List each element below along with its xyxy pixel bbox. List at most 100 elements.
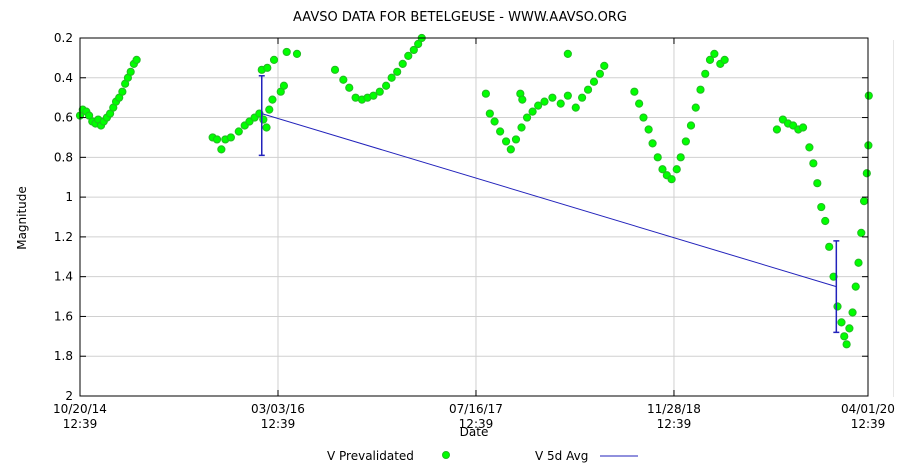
data-point (330, 65, 340, 74)
data-point (805, 143, 814, 152)
data-point (571, 103, 580, 112)
y-tick-label: 0.6 (54, 111, 73, 125)
data-point (234, 127, 243, 136)
data-point (404, 51, 413, 61)
data-point (339, 75, 348, 84)
x-tick-label-date: 03/03/16 (251, 402, 305, 416)
data-point (667, 175, 676, 184)
data-point (409, 45, 418, 55)
data-point (681, 137, 690, 146)
data-point (630, 87, 639, 96)
data-point (658, 165, 667, 174)
data-point (217, 145, 226, 154)
data-point (701, 69, 710, 78)
chart-title: AAVSO DATA FOR BETELGEUSE - WWW.AAVSO.OR… (293, 10, 627, 25)
data-point (859, 196, 869, 206)
data-point (809, 159, 818, 168)
data-point (845, 324, 854, 333)
x-axis-label: Date (460, 425, 489, 439)
data-point (263, 63, 272, 72)
data-point (556, 99, 565, 108)
data-point (517, 123, 526, 132)
data-point (705, 55, 715, 64)
y-tick-label: 1.4 (54, 270, 73, 284)
data-point (282, 47, 291, 57)
data-point (686, 121, 696, 130)
y-tick-label: 0.4 (54, 71, 73, 85)
data-point (595, 69, 605, 78)
data-point (387, 73, 396, 82)
x-tick-label-time: 12:39 (851, 417, 886, 431)
data-point (864, 91, 873, 100)
data-point (851, 282, 860, 291)
data-point (635, 99, 644, 108)
plot-frame (79, 37, 869, 397)
data-point (481, 89, 490, 98)
data-point (522, 113, 532, 122)
right-edge-rule (893, 40, 894, 397)
data-point (118, 87, 127, 96)
data-point (528, 107, 537, 116)
data-point (269, 55, 279, 64)
data-point (292, 49, 302, 59)
data-point (369, 91, 378, 100)
y-axis-label: Magnitude (15, 186, 29, 250)
y-tick-label: 0.8 (54, 150, 73, 164)
x-tick-label-time: 12:39 (459, 417, 494, 431)
x-tick-label-date: 04/01/20 (841, 402, 895, 416)
data-point (126, 67, 135, 76)
y-tick-label: 1 (65, 190, 73, 204)
data-point (212, 135, 222, 144)
legend-label-avg: V 5d Avg (535, 449, 588, 463)
legend-marker-prevalidated (442, 451, 450, 459)
data-point (265, 105, 274, 114)
data-point (414, 39, 423, 49)
data-point (720, 55, 729, 64)
data-point (534, 101, 543, 110)
data-point (563, 49, 572, 59)
data-point (710, 49, 719, 59)
data-point (837, 318, 846, 327)
legend-label-prevalidated: V Prevalidated (327, 449, 414, 463)
avg-line (261, 113, 837, 288)
data-point (393, 67, 402, 76)
data-point (345, 83, 354, 92)
data-point (840, 332, 849, 341)
y-tick-label: 1.6 (54, 309, 73, 323)
data-point (268, 95, 277, 104)
y-tick-label: 2 (65, 389, 73, 403)
data-point (653, 153, 662, 162)
data-point (857, 228, 866, 238)
data-point (262, 123, 271, 132)
data-point (398, 59, 407, 68)
data-point (518, 95, 527, 104)
data-point (676, 153, 685, 162)
data-point (772, 125, 782, 134)
x-tick-label-date: 07/16/17 (449, 402, 503, 416)
y-tick-label: 0.2 (54, 31, 73, 45)
data-point (813, 179, 822, 188)
data-point (485, 109, 494, 118)
y-tick-label: 1.8 (54, 349, 73, 363)
data-point (501, 137, 511, 146)
data-point (578, 93, 587, 102)
data-point (829, 272, 838, 281)
data-point (589, 77, 599, 86)
data-point (259, 115, 268, 124)
data-point (821, 216, 830, 226)
data-point (825, 242, 834, 251)
x-tick-label-time: 12:39 (261, 417, 296, 431)
data-point (506, 145, 515, 154)
axes: 0.20.40.60.811.21.41.61.8210/20/1412:390… (53, 31, 895, 431)
data-point (854, 258, 863, 267)
data-point (548, 93, 557, 102)
data-point (862, 169, 871, 178)
legend: V Prevalidated V 5d Avg (327, 449, 638, 463)
data-point (511, 135, 521, 144)
data-point (279, 81, 289, 90)
data-point (842, 340, 851, 349)
data-point (798, 123, 808, 132)
data-point (226, 133, 235, 142)
data-point (381, 81, 391, 90)
